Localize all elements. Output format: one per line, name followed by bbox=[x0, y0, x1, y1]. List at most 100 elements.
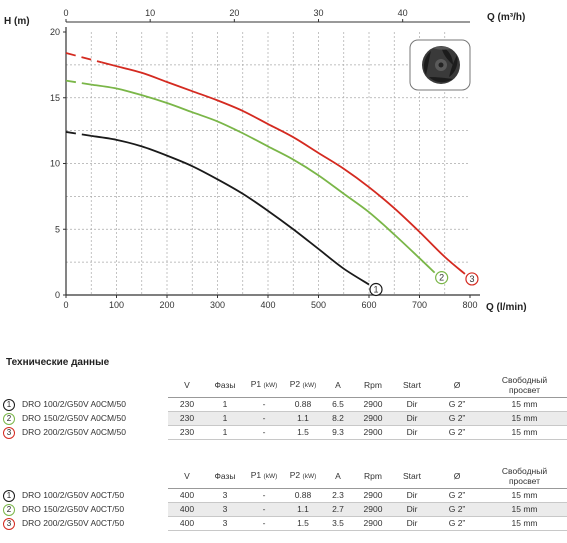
a-cell: 9.3 bbox=[322, 425, 354, 440]
phases-cell: 3 bbox=[206, 516, 244, 531]
curve-2-marker bbox=[435, 271, 449, 285]
curve-number-cell: 1 bbox=[0, 397, 18, 411]
p1-cell: - bbox=[244, 425, 284, 440]
model-cell: DRO 150/2/G50V A0CM/50 bbox=[18, 411, 168, 425]
specs-table-single-phase: V Фазы P1 (kW) P2 (kW) A Rpm Start Ø Сво… bbox=[0, 373, 567, 440]
v-cell: 400 bbox=[168, 502, 206, 517]
model-cell: DRO 150/2/G50V A0CT/50 bbox=[18, 502, 168, 516]
x-tick-label: 200 bbox=[159, 300, 174, 310]
y-tick-label: 0 bbox=[55, 290, 60, 300]
col-diam: Ø bbox=[432, 464, 482, 489]
start-cell: Dir bbox=[392, 411, 432, 426]
x-tick-label: 700 bbox=[412, 300, 427, 310]
impeller-icon bbox=[409, 39, 471, 91]
p1-cell: - bbox=[244, 516, 284, 531]
curve-number-badge: 3 bbox=[3, 426, 15, 439]
v-cell: 400 bbox=[168, 488, 206, 503]
phases-cell: 1 bbox=[206, 425, 244, 440]
rpm-cell: 2900 bbox=[354, 516, 392, 531]
clear-cell: 15 mm bbox=[482, 397, 567, 412]
x-top-tick-label: 0 bbox=[63, 8, 68, 18]
phases-cell: 3 bbox=[206, 502, 244, 517]
rpm-cell: 2900 bbox=[354, 488, 392, 503]
col-p1: P1 (kW) bbox=[244, 464, 284, 489]
curve-number-badge: 1 bbox=[3, 398, 15, 411]
p1-cell: - bbox=[244, 488, 284, 503]
curve-number-badge: 3 bbox=[3, 517, 15, 530]
table-row: 2 DRO 150/2/G50V A0CM/50 230 1-1.1 8.2 2900 Di… bbox=[0, 411, 567, 426]
curve-3-dashed bbox=[65, 52, 102, 64]
v-cell: 230 bbox=[168, 397, 206, 412]
col-p1: P1 (kW) bbox=[244, 373, 284, 398]
chart-curves bbox=[65, 52, 466, 286]
curve-number-cell: 3 bbox=[0, 425, 18, 439]
p2-cell: 1.5 bbox=[284, 516, 322, 531]
x-tick-label: 500 bbox=[311, 300, 326, 310]
table-row: 1 DRO 100/2/G50V A0CM/50 230 1-0.88 6.5 2900 D… bbox=[0, 397, 567, 412]
col-p2: P2 (kW) bbox=[284, 373, 322, 398]
col-a: A bbox=[322, 464, 354, 489]
curve-2-marker-label: 2 bbox=[439, 273, 444, 283]
p2-cell: 1.5 bbox=[284, 425, 322, 440]
start-cell: Dir bbox=[392, 502, 432, 517]
y-tick-label: 5 bbox=[55, 224, 60, 234]
col-diam: Ø bbox=[432, 373, 482, 398]
curve-markers: 1 2 3 bbox=[369, 271, 479, 297]
a-cell: 2.3 bbox=[322, 488, 354, 503]
curve-3-marker-label: 3 bbox=[469, 274, 474, 284]
x-top-tick-label: 10 bbox=[145, 8, 155, 18]
specs-table-three-phase: V Фазы P1 (kW) P2 (kW) A Rpm Start Ø Сво… bbox=[0, 464, 567, 531]
rpm-cell: 2900 bbox=[354, 397, 392, 412]
x-top-tick-label: 30 bbox=[313, 8, 323, 18]
phases-cell: 1 bbox=[206, 411, 244, 426]
v-cell: 230 bbox=[168, 411, 206, 426]
curve-number-cell: 2 bbox=[0, 411, 18, 425]
chart-grid bbox=[66, 32, 470, 295]
table-row: 1 DRO 100/2/G50V A0CT/50 400 3-0.88 2.3 2900 D… bbox=[0, 488, 567, 503]
start-cell: Dir bbox=[392, 425, 432, 440]
col-v: V bbox=[168, 464, 206, 489]
clear-cell: 15 mm bbox=[482, 516, 567, 531]
model-cell: DRO 200/2/G50V A0CT/50 bbox=[18, 516, 168, 530]
a-cell: 6.5 bbox=[322, 397, 354, 412]
start-cell: Dir bbox=[392, 516, 432, 531]
curve-number-badge: 2 bbox=[3, 503, 15, 516]
col-a: A bbox=[322, 373, 354, 398]
v-cell: 400 bbox=[168, 516, 206, 531]
x-tick-label: 400 bbox=[260, 300, 275, 310]
col-p2: P2 (kW) bbox=[284, 464, 322, 489]
curve-number-badge: 1 bbox=[3, 489, 15, 502]
a-cell: 3.5 bbox=[322, 516, 354, 531]
x-top-tick-label: 20 bbox=[229, 8, 239, 18]
rpm-cell: 2900 bbox=[354, 411, 392, 426]
col-clear: Свободный просвет bbox=[482, 464, 567, 489]
diam-cell: G 2” bbox=[432, 425, 482, 440]
curve-number-cell: 3 bbox=[0, 516, 18, 530]
x-top-axis-label: Q (m³/h) bbox=[487, 12, 525, 23]
col-phases: Фазы bbox=[206, 464, 244, 489]
specs-title: Технические данные bbox=[6, 357, 110, 368]
model-cell: DRO 200/2/G50V A0CM/50 bbox=[18, 425, 168, 439]
curve-1-marker bbox=[369, 282, 383, 297]
curve-3-marker bbox=[465, 272, 479, 286]
curve-2-dashed bbox=[65, 79, 92, 86]
y-axis-label: H (m) bbox=[4, 16, 30, 27]
model-cell: DRO 100/2/G50V A0CT/50 bbox=[18, 488, 168, 502]
p1-cell: - bbox=[244, 502, 284, 517]
x-bottom-axis-label: Q (l/min) bbox=[486, 302, 527, 313]
x-top-tick-label: 40 bbox=[398, 8, 408, 18]
p1-cell: - bbox=[244, 397, 284, 412]
model-cell: DRO 100/2/G50V A0CM/50 bbox=[18, 397, 168, 411]
clear-cell: 15 mm bbox=[482, 488, 567, 503]
a-cell: 8.2 bbox=[322, 411, 354, 426]
p2-cell: 1.1 bbox=[284, 411, 322, 426]
curve-number-badge: 2 bbox=[3, 412, 15, 425]
p2-cell: 1.1 bbox=[284, 502, 322, 517]
diam-cell: G 2” bbox=[432, 488, 482, 503]
y-tick-label: 20 bbox=[50, 27, 60, 37]
x-tick-label: 800 bbox=[462, 300, 477, 310]
curve-number-cell: 1 bbox=[0, 488, 18, 502]
x-tick-label: 100 bbox=[109, 300, 124, 310]
